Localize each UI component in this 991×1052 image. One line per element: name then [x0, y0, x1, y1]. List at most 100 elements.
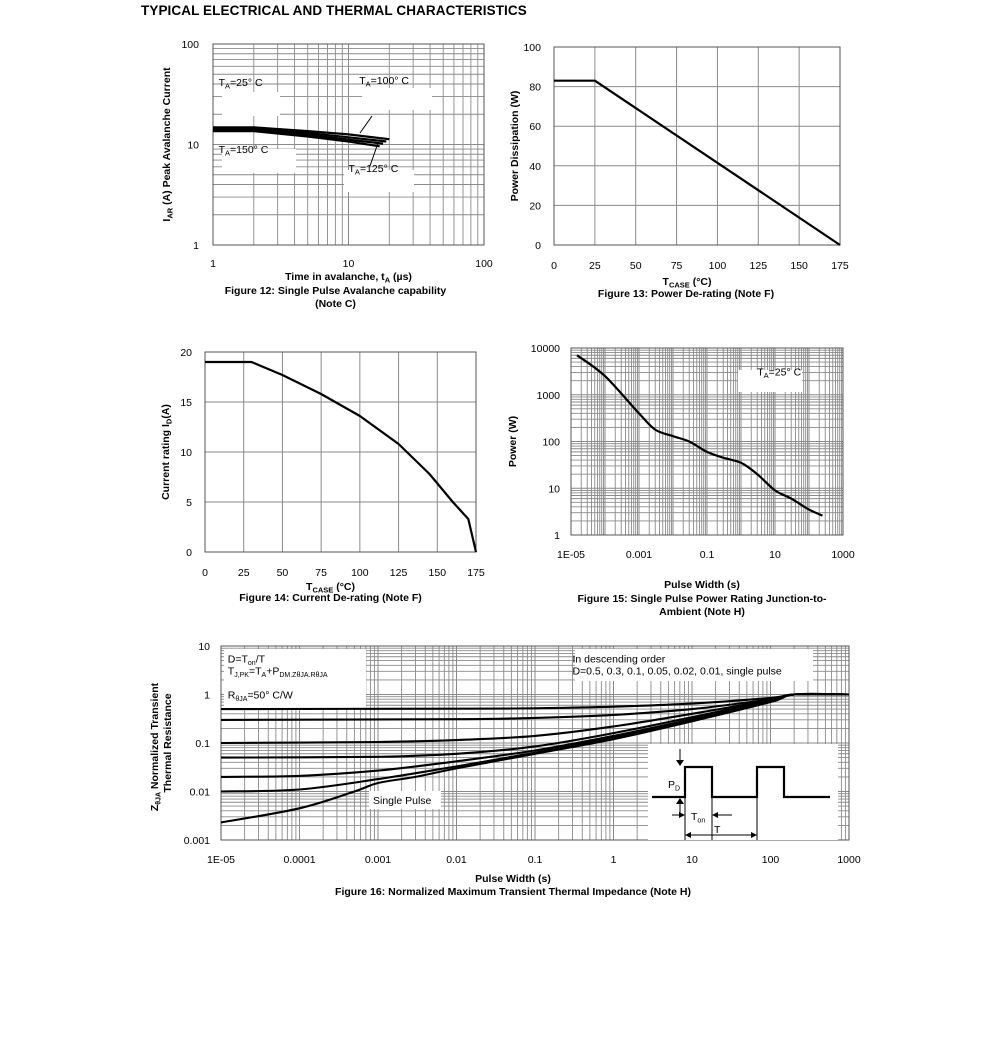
x-tick-label: 175	[831, 260, 849, 272]
x-tick-label: 75	[315, 567, 327, 579]
figure-caption: Figure 16: Normalized Maximum Transient …	[335, 886, 691, 898]
x-tick-label: 10	[769, 549, 781, 561]
series-line-2	[213, 127, 387, 143]
x-tick-label: 0.0001	[283, 854, 315, 866]
x-tick-label: 125	[750, 260, 768, 272]
x-axis-label: Pulse Width (s)	[475, 873, 551, 885]
arrow-head	[712, 812, 718, 818]
annotation-label: TA=125° C	[349, 163, 399, 177]
x-tick-label: 25	[238, 567, 250, 579]
y-tick-label: 10	[548, 483, 560, 495]
x-tick-label: 1000	[831, 549, 855, 561]
x-tick-label: 1000	[837, 854, 861, 866]
y-tick-label: 1	[554, 530, 560, 542]
y-tick-label: 80	[529, 82, 541, 94]
x-tick-label: 100	[475, 258, 493, 270]
x-tick-label: 175	[467, 567, 485, 579]
series-line-3	[213, 128, 384, 145]
y-tick-label: 0	[186, 547, 192, 559]
plot-frame	[553, 46, 841, 246]
x-axis-label: Time in avalanche, tA​ (µs)	[285, 271, 412, 285]
y-tick-label: 0.001	[184, 835, 210, 847]
annotation-bg	[738, 370, 802, 392]
annotation-bg	[224, 649, 366, 709]
x-tick-label: 150	[790, 260, 808, 272]
series-line-1	[576, 354, 823, 517]
figure-caption: Figure 12: Single Pulse Avalanche capabi…	[225, 285, 447, 297]
y-axis-label-2: Thermal Resistance	[162, 693, 174, 792]
plot-frame	[212, 43, 485, 246]
y-axis-label: IAR​ (A) Peak Avalanche Current	[161, 67, 175, 222]
plot-frame	[570, 347, 844, 536]
y-tick-label: 10	[198, 641, 210, 653]
grid	[204, 351, 477, 553]
y-tick-label: 10	[180, 447, 192, 459]
y-tick-label: 40	[529, 161, 541, 173]
series-line-1	[213, 126, 390, 141]
annotation-bg	[369, 791, 441, 809]
y-tick-label: 100	[542, 437, 560, 449]
grid	[570, 348, 843, 536]
x-tick-label: 0.1	[700, 549, 715, 561]
annotation-label: TA=25° C	[219, 77, 263, 91]
arrow-head	[679, 812, 685, 818]
y-tick-label: 100	[523, 42, 541, 54]
x-tick-label: 1	[611, 854, 617, 866]
x-tick-label: 50	[630, 260, 642, 272]
x-tick-label: 150	[429, 567, 447, 579]
y-tick-label: 20	[180, 347, 192, 359]
x-tick-label: 50	[277, 567, 289, 579]
y-tick-label: 1	[193, 240, 199, 252]
x-tick-label: 75	[671, 260, 683, 272]
y-tick-label: 1	[204, 690, 210, 702]
x-tick-label: 10	[686, 854, 698, 866]
single-pulse-label: Single Pulse	[373, 795, 432, 807]
figure-caption: Figure 15: Single Pulse Power Rating Jun…	[577, 593, 827, 605]
y-axis-label: Power Dissipation (W)	[509, 91, 521, 202]
annotation-label: In descending order	[572, 654, 665, 666]
x-tick-label: 0	[551, 260, 557, 272]
x-tick-label: 100	[351, 567, 369, 579]
y-tick-label: 100	[181, 39, 199, 51]
x-tick-label: 0.001	[626, 549, 652, 561]
x-tick-label: 0	[202, 567, 208, 579]
x-tick-label: 0.001	[365, 854, 391, 866]
annotation-label: TA=25° C	[757, 366, 801, 380]
arrow-head	[751, 832, 757, 838]
y-tick-label: 20	[529, 200, 541, 212]
leader-line	[359, 115, 373, 134]
arrow-head	[676, 760, 684, 766]
y-tick-label: 5	[186, 497, 192, 509]
y-tick-label: 0.01	[190, 787, 211, 799]
y-axis-label: Power (W)	[507, 416, 519, 467]
y-axis-label: ZθJA​ Normalized Transient	[149, 682, 163, 811]
series-line-4	[213, 130, 380, 148]
figure-caption: Figure 13: Power De-rating (Note F)	[598, 288, 774, 300]
plot-frame	[204, 351, 477, 553]
annotation-bg	[362, 88, 432, 110]
annotation-label: TA=100° C	[359, 75, 409, 89]
pulse-waveform	[652, 765, 830, 799]
x-tick-label: 1E-05	[557, 549, 585, 561]
annotation-label: D=Ton​/T	[228, 654, 266, 668]
x-tick-label: 25	[589, 260, 601, 272]
leader-line	[369, 142, 379, 167]
y-axis-label: Current rating ID​(A)	[160, 404, 174, 500]
y-tick-label: 0	[535, 240, 541, 252]
y-tick-label: 10	[187, 140, 199, 152]
y-tick-label: 10000	[531, 343, 560, 355]
figure-caption: Ambient (Note H)	[659, 606, 745, 618]
y-tick-label: 60	[529, 121, 541, 133]
page-title: TYPICAL ELECTRICAL AND THERMAL CHARACTER…	[141, 3, 527, 18]
annotation-bg	[222, 92, 280, 116]
x-tick-label: 100	[762, 854, 780, 866]
x-tick-label: 125	[390, 567, 408, 579]
y-tick-label: 1000	[537, 390, 561, 402]
y-tick-label: 0.1	[195, 738, 210, 750]
x-tick-label: 0.1	[528, 854, 543, 866]
figure-caption: Figure 14: Current De-rating (Note F)	[239, 592, 422, 604]
annotation-bg	[344, 170, 414, 192]
